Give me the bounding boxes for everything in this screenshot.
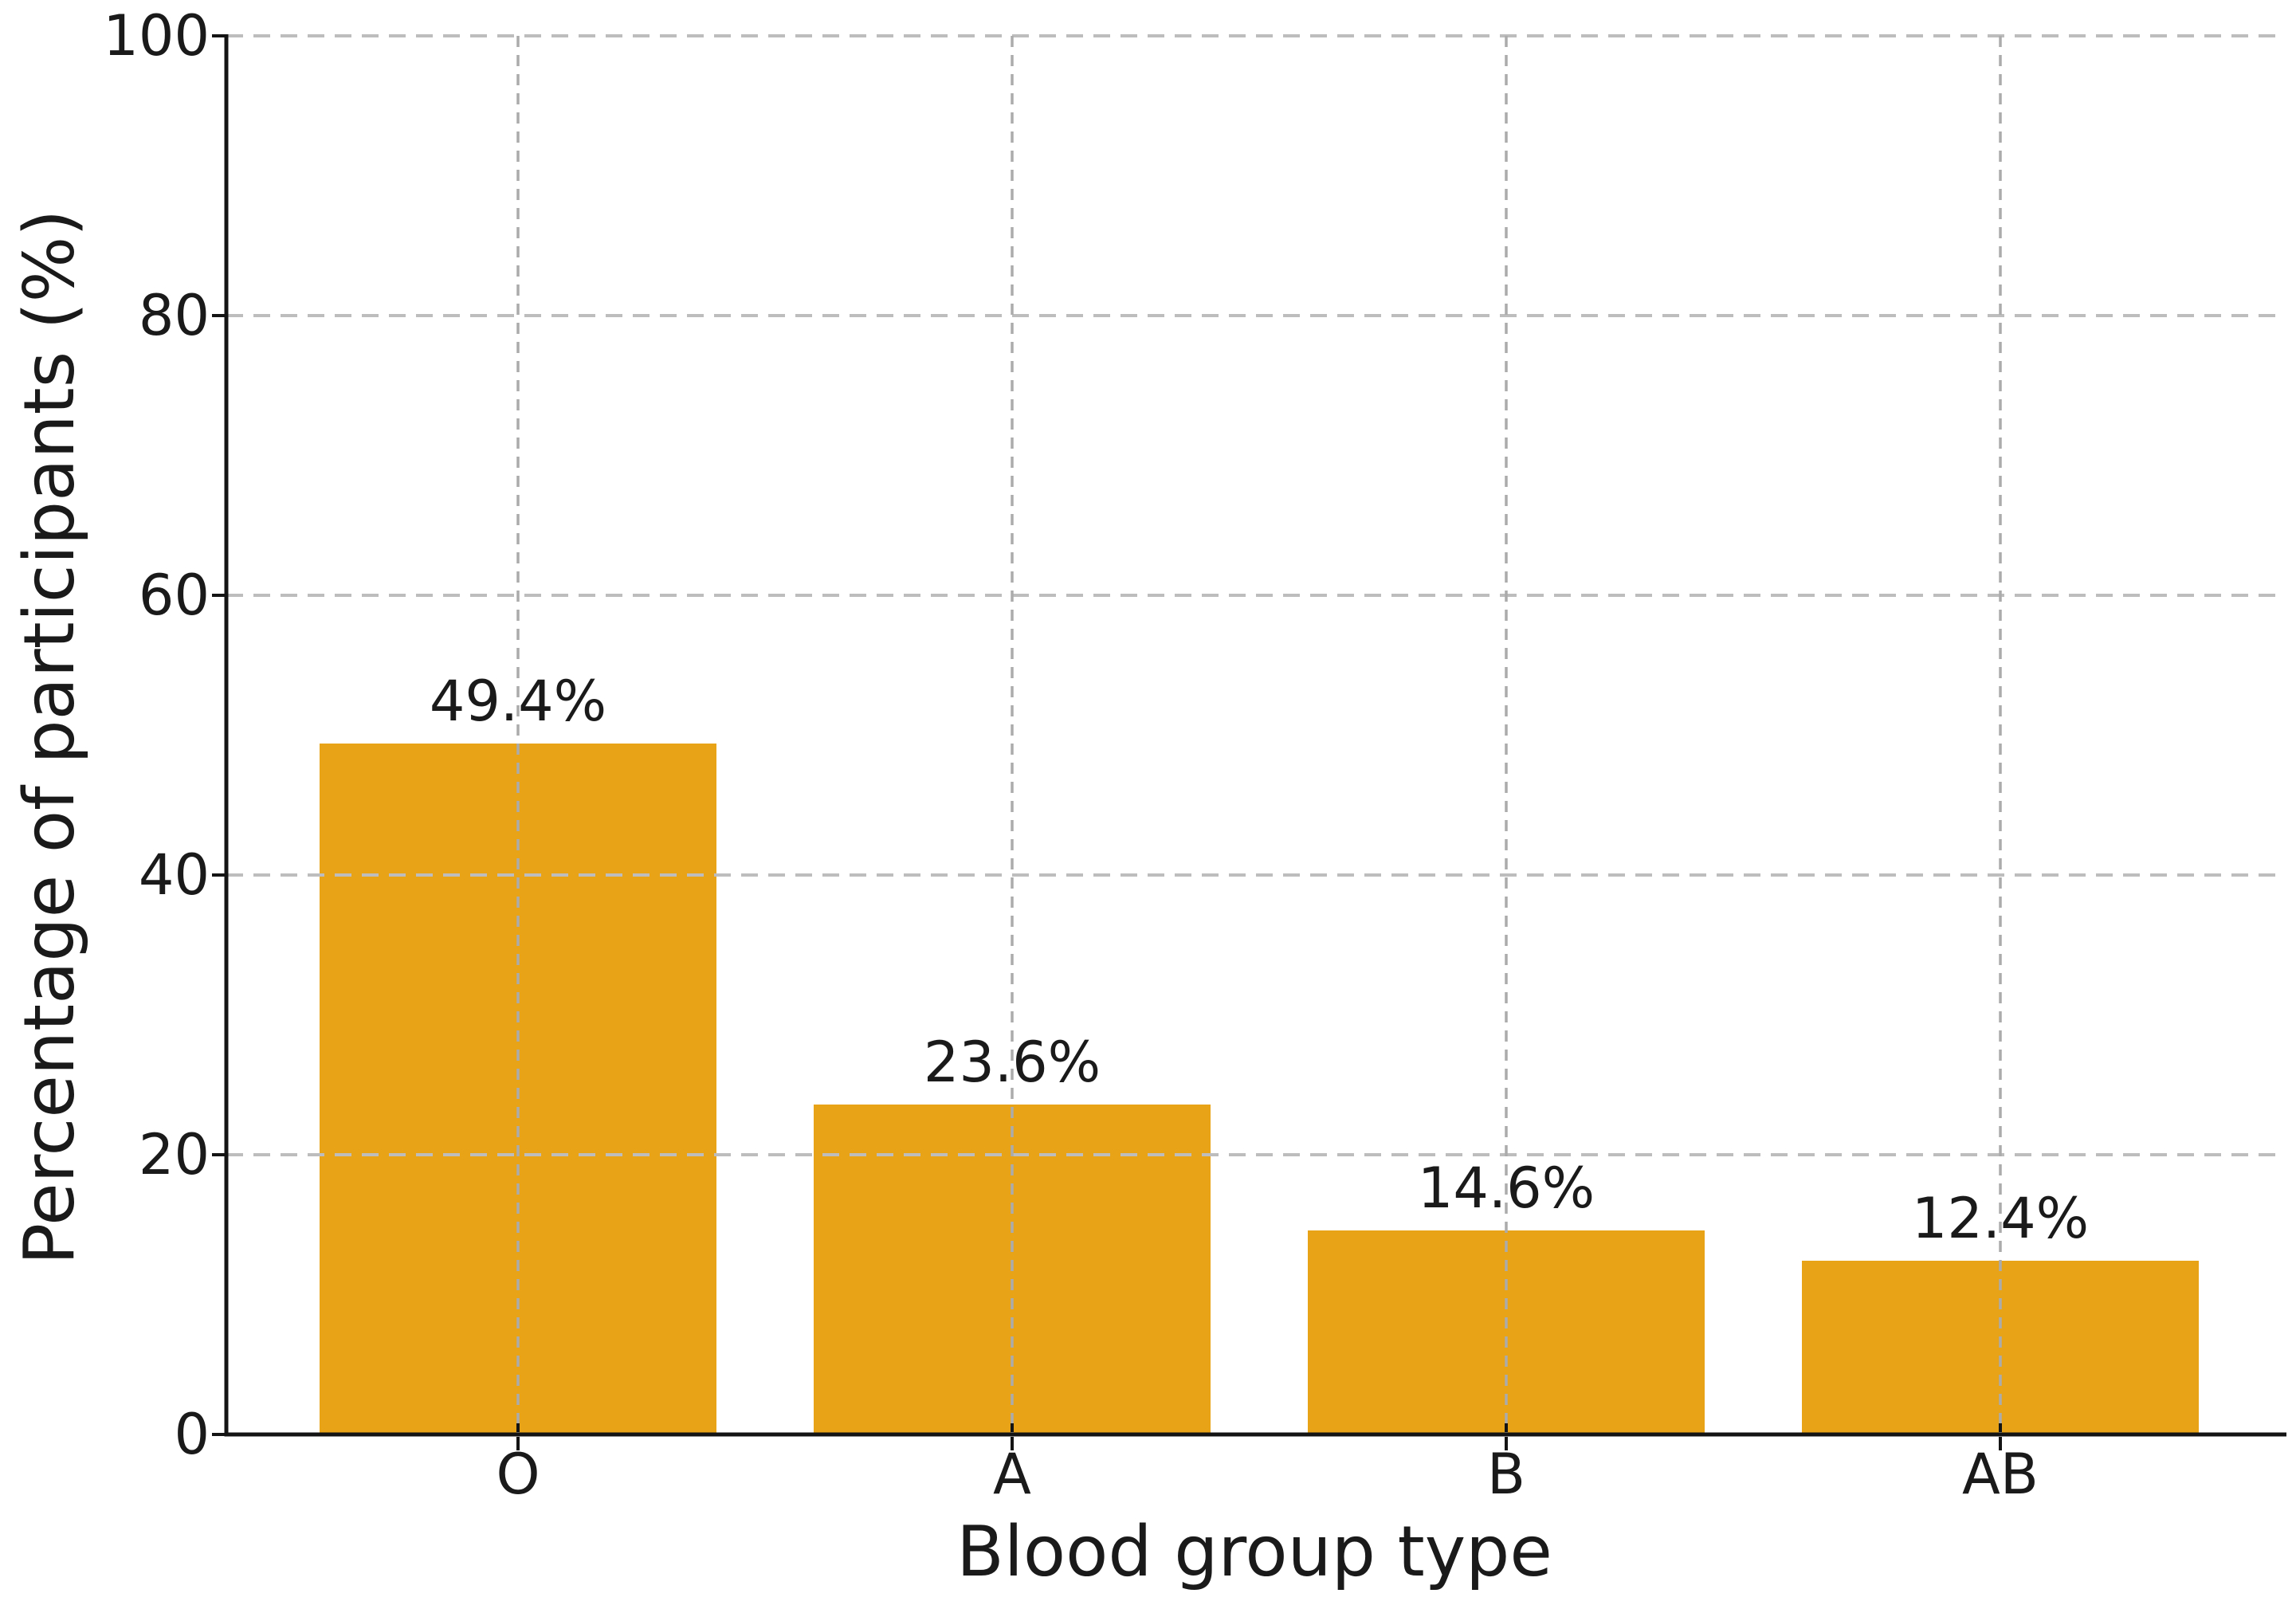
y-tick-label-80: 80	[138, 283, 210, 348]
bar-value-label-O: 49.4%	[429, 669, 607, 735]
x-tick-label-B: B	[1486, 1442, 1526, 1507]
y-tick-label-40: 40	[138, 842, 210, 908]
bar-value-label-B: 14.6%	[1417, 1155, 1595, 1221]
y-tick-label-20: 20	[138, 1122, 210, 1187]
y-axis-title: Percentage of participants (%)	[9, 209, 90, 1266]
x-tick-label-A: A	[993, 1442, 1031, 1507]
x-tick-label-O: O	[496, 1442, 540, 1507]
bar-value-label-A: 23.6%	[923, 1029, 1101, 1095]
bar-value-label-AB: 12.4%	[1911, 1186, 2090, 1252]
y-tick-label-0: 0	[174, 1402, 210, 1467]
x-tick-label-AB: AB	[1962, 1442, 2039, 1507]
y-tick-label-100: 100	[103, 3, 210, 69]
y-tick-label-60: 60	[138, 563, 210, 628]
x-axis-title: Blood group type	[956, 1511, 1552, 1592]
